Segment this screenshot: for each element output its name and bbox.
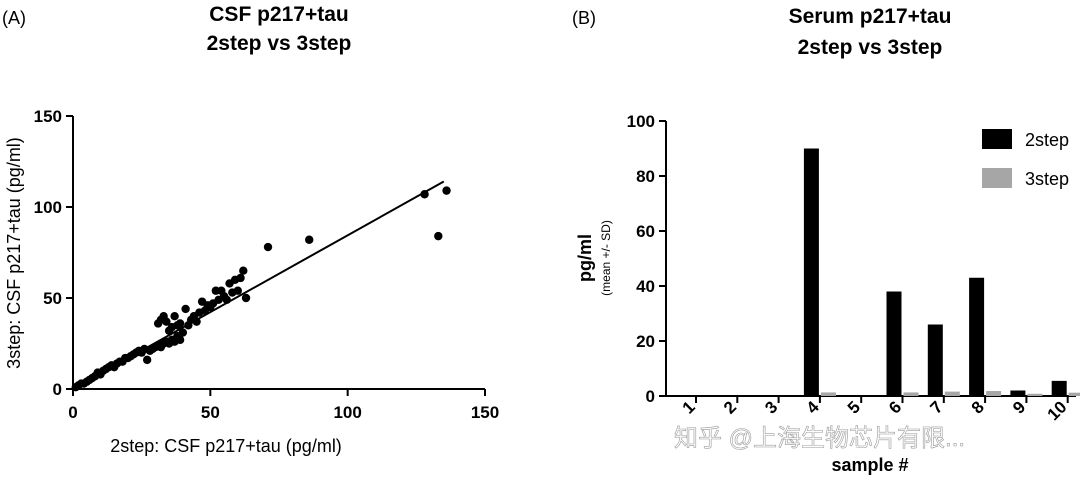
bar-3step-sample-6 [903, 392, 919, 396]
panel-a-title-line-2: 2step vs 3step [207, 32, 352, 55]
bar-2step-sample-9 [1010, 390, 1026, 396]
scatter-point [175, 319, 185, 328]
panel-b-bars [803, 148, 1080, 396]
legend-swatch-3step [982, 168, 1012, 188]
bar-3step-sample-8 [986, 391, 1002, 396]
bar-3step-sample-7 [944, 391, 960, 396]
panel-a-y-axis-label: 3step: CSF p217+tau (pg/ml) [4, 137, 24, 369]
panel-b-x-axis-label: sample # [831, 455, 908, 475]
panel-b-legend: 2step 3step [982, 129, 1069, 189]
panel-a-y-tick-label: 50 [43, 289, 62, 308]
scatter-point [178, 328, 188, 337]
watermark-text: 知乎 @上海生物芯片有限... [674, 425, 965, 452]
panel-a-scatter-chart: (A) CSF p217+tau 2step vs 3step 0 50 100 15… [2, 3, 499, 456]
panel-a-fit-line [72, 180, 445, 390]
bar-2step-sample-7 [927, 324, 943, 396]
scatter-point [175, 335, 185, 345]
panel-a-y-tick-label: 0 [53, 380, 62, 399]
panel-a-x-tick-label: 100 [333, 403, 361, 422]
scatter-point [236, 273, 245, 283]
scatter-point [162, 317, 171, 326]
legend-label-2step: 2step [1025, 130, 1069, 150]
panel-a-y-ticks: 0 50 100 150 [34, 107, 73, 399]
panel-b-y-tick-label: 80 [636, 167, 655, 186]
panel-a-label: (A) [2, 8, 26, 28]
panel-a-x-axis-label: 2step: CSF p217+tau (pg/ml) [110, 436, 342, 456]
panel-b-y-tick-label: 0 [646, 387, 655, 406]
scatter-point [170, 312, 179, 321]
panel-b-title-line-2: 2step vs 3step [798, 36, 943, 59]
bar-3step-sample-10 [1068, 392, 1080, 396]
legend-label-3step: 3step [1025, 169, 1069, 189]
panel-b-y-tick-label: 100 [627, 112, 655, 131]
bar-2step-sample-10 [1051, 380, 1067, 396]
panel-b-y-axis-sublabel: (mean +/- SD) [599, 220, 613, 296]
panel-a-data-points [71, 186, 451, 392]
scatter-point [241, 293, 251, 303]
scatter-point [142, 355, 152, 365]
bar-2step-sample-6 [886, 291, 902, 396]
panel-b-y-tick-label: 60 [636, 222, 655, 241]
panel-a-x-ticks: 0 50 100 150 [68, 389, 499, 422]
panel-a-x-tick-label: 0 [68, 403, 77, 422]
panel-b-y-ticks: 0 20 40 60 80 100 [627, 112, 666, 406]
scatter-point [434, 231, 443, 241]
scatter-point [239, 266, 248, 275]
bar-3step-sample-4 [820, 392, 836, 396]
bar-3step-sample-9 [1027, 393, 1043, 396]
panel-b-y-tick-label: 20 [636, 332, 655, 351]
bar-2step-sample-4 [803, 148, 819, 396]
panel-b-title-line-1: Serum p217+tau [789, 5, 952, 28]
panel-a-x-tick-label: 150 [471, 403, 499, 422]
panel-b-x-ticks: 1 2 3 4 5 6 7 8 9 10 [679, 396, 1071, 424]
panel-b-y-axis-label: pg/ml [575, 234, 595, 282]
scatter-point [305, 235, 314, 244]
panel-b-y-tick-label: 40 [636, 277, 655, 296]
scatter-point [263, 242, 273, 252]
bar-2step-sample-8 [969, 277, 985, 396]
scatter-point [181, 304, 190, 314]
legend-swatch-2step [982, 129, 1012, 149]
panel-a-y-tick-label: 100 [34, 198, 62, 217]
panel-b-x-tick-label: 10 [1044, 397, 1071, 424]
panel-a-title-line-1: CSF p217+tau [209, 3, 348, 26]
scatter-point [233, 286, 242, 295]
panel-b-label: (B) [572, 8, 596, 28]
panel-a-x-tick-label: 50 [201, 403, 220, 422]
panel-a-y-tick-label: 150 [34, 107, 62, 126]
panel-b-bar-chart: (B) Serum p217+tau 2step vs 3step 0 20 40 6… [572, 5, 1080, 475]
scatter-point [442, 186, 451, 195]
